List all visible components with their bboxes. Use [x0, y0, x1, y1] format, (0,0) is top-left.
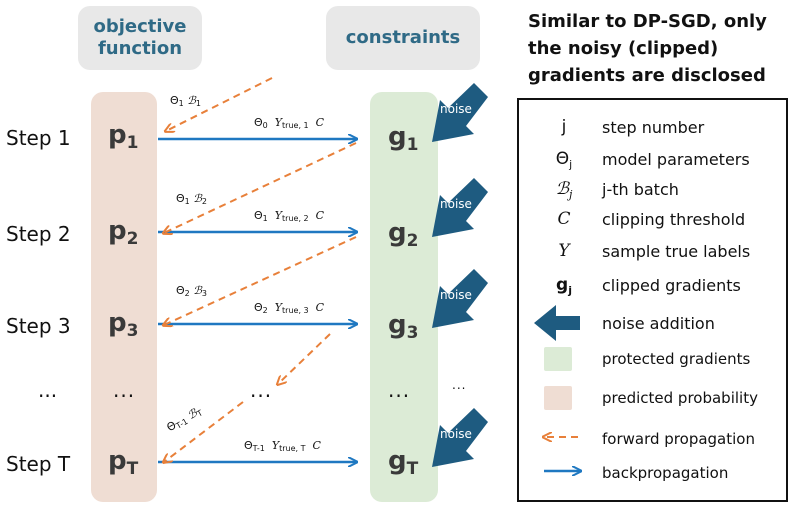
right-ellipsis: ... [452, 378, 467, 392]
step-label-ellipsis: ... [38, 378, 58, 402]
legend-text: j-th batch [602, 180, 679, 199]
forward-arrow-3 [278, 333, 331, 384]
backprop-label-1: Θ0 Ytrue, 1 C [254, 116, 325, 130]
step-label-1: Step 1 [6, 126, 71, 150]
g-var-2: g2 [388, 218, 419, 251]
green-swatch [544, 347, 572, 371]
legend-box: j step number Θj model parameters ℬj j-t… [517, 98, 788, 502]
legend-text: step number [602, 118, 705, 137]
legend-row-theta: Θj model parameters [519, 144, 786, 174]
noise-label-3: noise [440, 288, 472, 302]
diagram-note: Similar to DP-SGD, only the noisy (clipp… [528, 11, 767, 86]
step-label-2: Step 2 [6, 222, 71, 246]
legend-symbol: gj [556, 275, 572, 297]
legend-row-batch: ℬj j-th batch [519, 174, 786, 204]
constraints-header: constraints [326, 6, 480, 70]
p-var-1: p1 [108, 120, 139, 153]
legend-text: predicted probability [602, 389, 758, 407]
middle-ellipsis: ... [250, 378, 273, 402]
legend-symbol: Θj [555, 149, 573, 171]
g-var-1: g1 [388, 122, 419, 155]
legend-text: clipping threshold [602, 210, 746, 229]
backprop-label-3: Θ2 Ytrue, 3 C [254, 301, 325, 315]
legend-row-protected: protected gradients [519, 344, 786, 374]
objective-function-header: objective function [78, 6, 202, 70]
p-var-3: p3 [108, 308, 139, 341]
p-var-2: p2 [108, 216, 139, 249]
p-var-T: pT [108, 446, 139, 479]
predicted-probability-column [91, 92, 157, 502]
legend-text: backpropagation [602, 464, 729, 482]
legend-text: noise addition [602, 314, 715, 333]
step-label-T: Step T [6, 452, 71, 476]
forward-label-3: Θ2 ℬ3 [176, 284, 208, 298]
legend-text: sample true labels [602, 242, 751, 261]
forward-label-T: ΘT-1 ℬT [164, 406, 205, 435]
legend-row-backward: backpropagation [519, 458, 786, 488]
legend-row-clip: C clipping threshold [519, 204, 786, 234]
g-var-ellipsis: ... [388, 378, 411, 402]
g-var-T: gT [388, 446, 419, 479]
legend-row-step: j step number [519, 112, 786, 142]
noise-label-1: noise [440, 102, 472, 116]
legend-symbol: j [561, 117, 567, 137]
legend-text: protected gradients [602, 350, 751, 368]
backprop-label-T: ΘT-1 Ytrue, T C [244, 439, 321, 453]
g-var-3: g3 [388, 310, 419, 343]
legend-text: model parameters [602, 150, 750, 169]
forward-label-2: Θ1 ℬ2 [176, 192, 208, 206]
legend-symbol: ℬj [555, 179, 573, 201]
tan-swatch [544, 386, 572, 410]
legend-symbol: Y [558, 241, 570, 261]
legend-symbol: C [557, 209, 571, 229]
p-var-ellipsis: ... [113, 378, 136, 402]
legend-row-predicted: predicted probability [519, 383, 786, 413]
protected-gradients-column [370, 92, 438, 502]
legend-row-forward: forward propagation [519, 424, 786, 454]
step-label-3: Step 3 [6, 314, 71, 338]
noise-label-2: noise [440, 197, 472, 211]
legend-row-noise: noise addition [519, 308, 786, 338]
legend-row-gradients: gj clipped gradients [519, 270, 786, 300]
legend-text: forward propagation [602, 430, 755, 448]
legend-text: clipped gradients [602, 276, 741, 295]
forward-label-1: Θ1 ℬ1 [170, 94, 202, 108]
legend-row-labels: Y sample true labels [519, 236, 786, 266]
noise-label-T: noise [440, 427, 472, 441]
backprop-label-2: Θ1 Ytrue, 2 C [254, 209, 325, 223]
